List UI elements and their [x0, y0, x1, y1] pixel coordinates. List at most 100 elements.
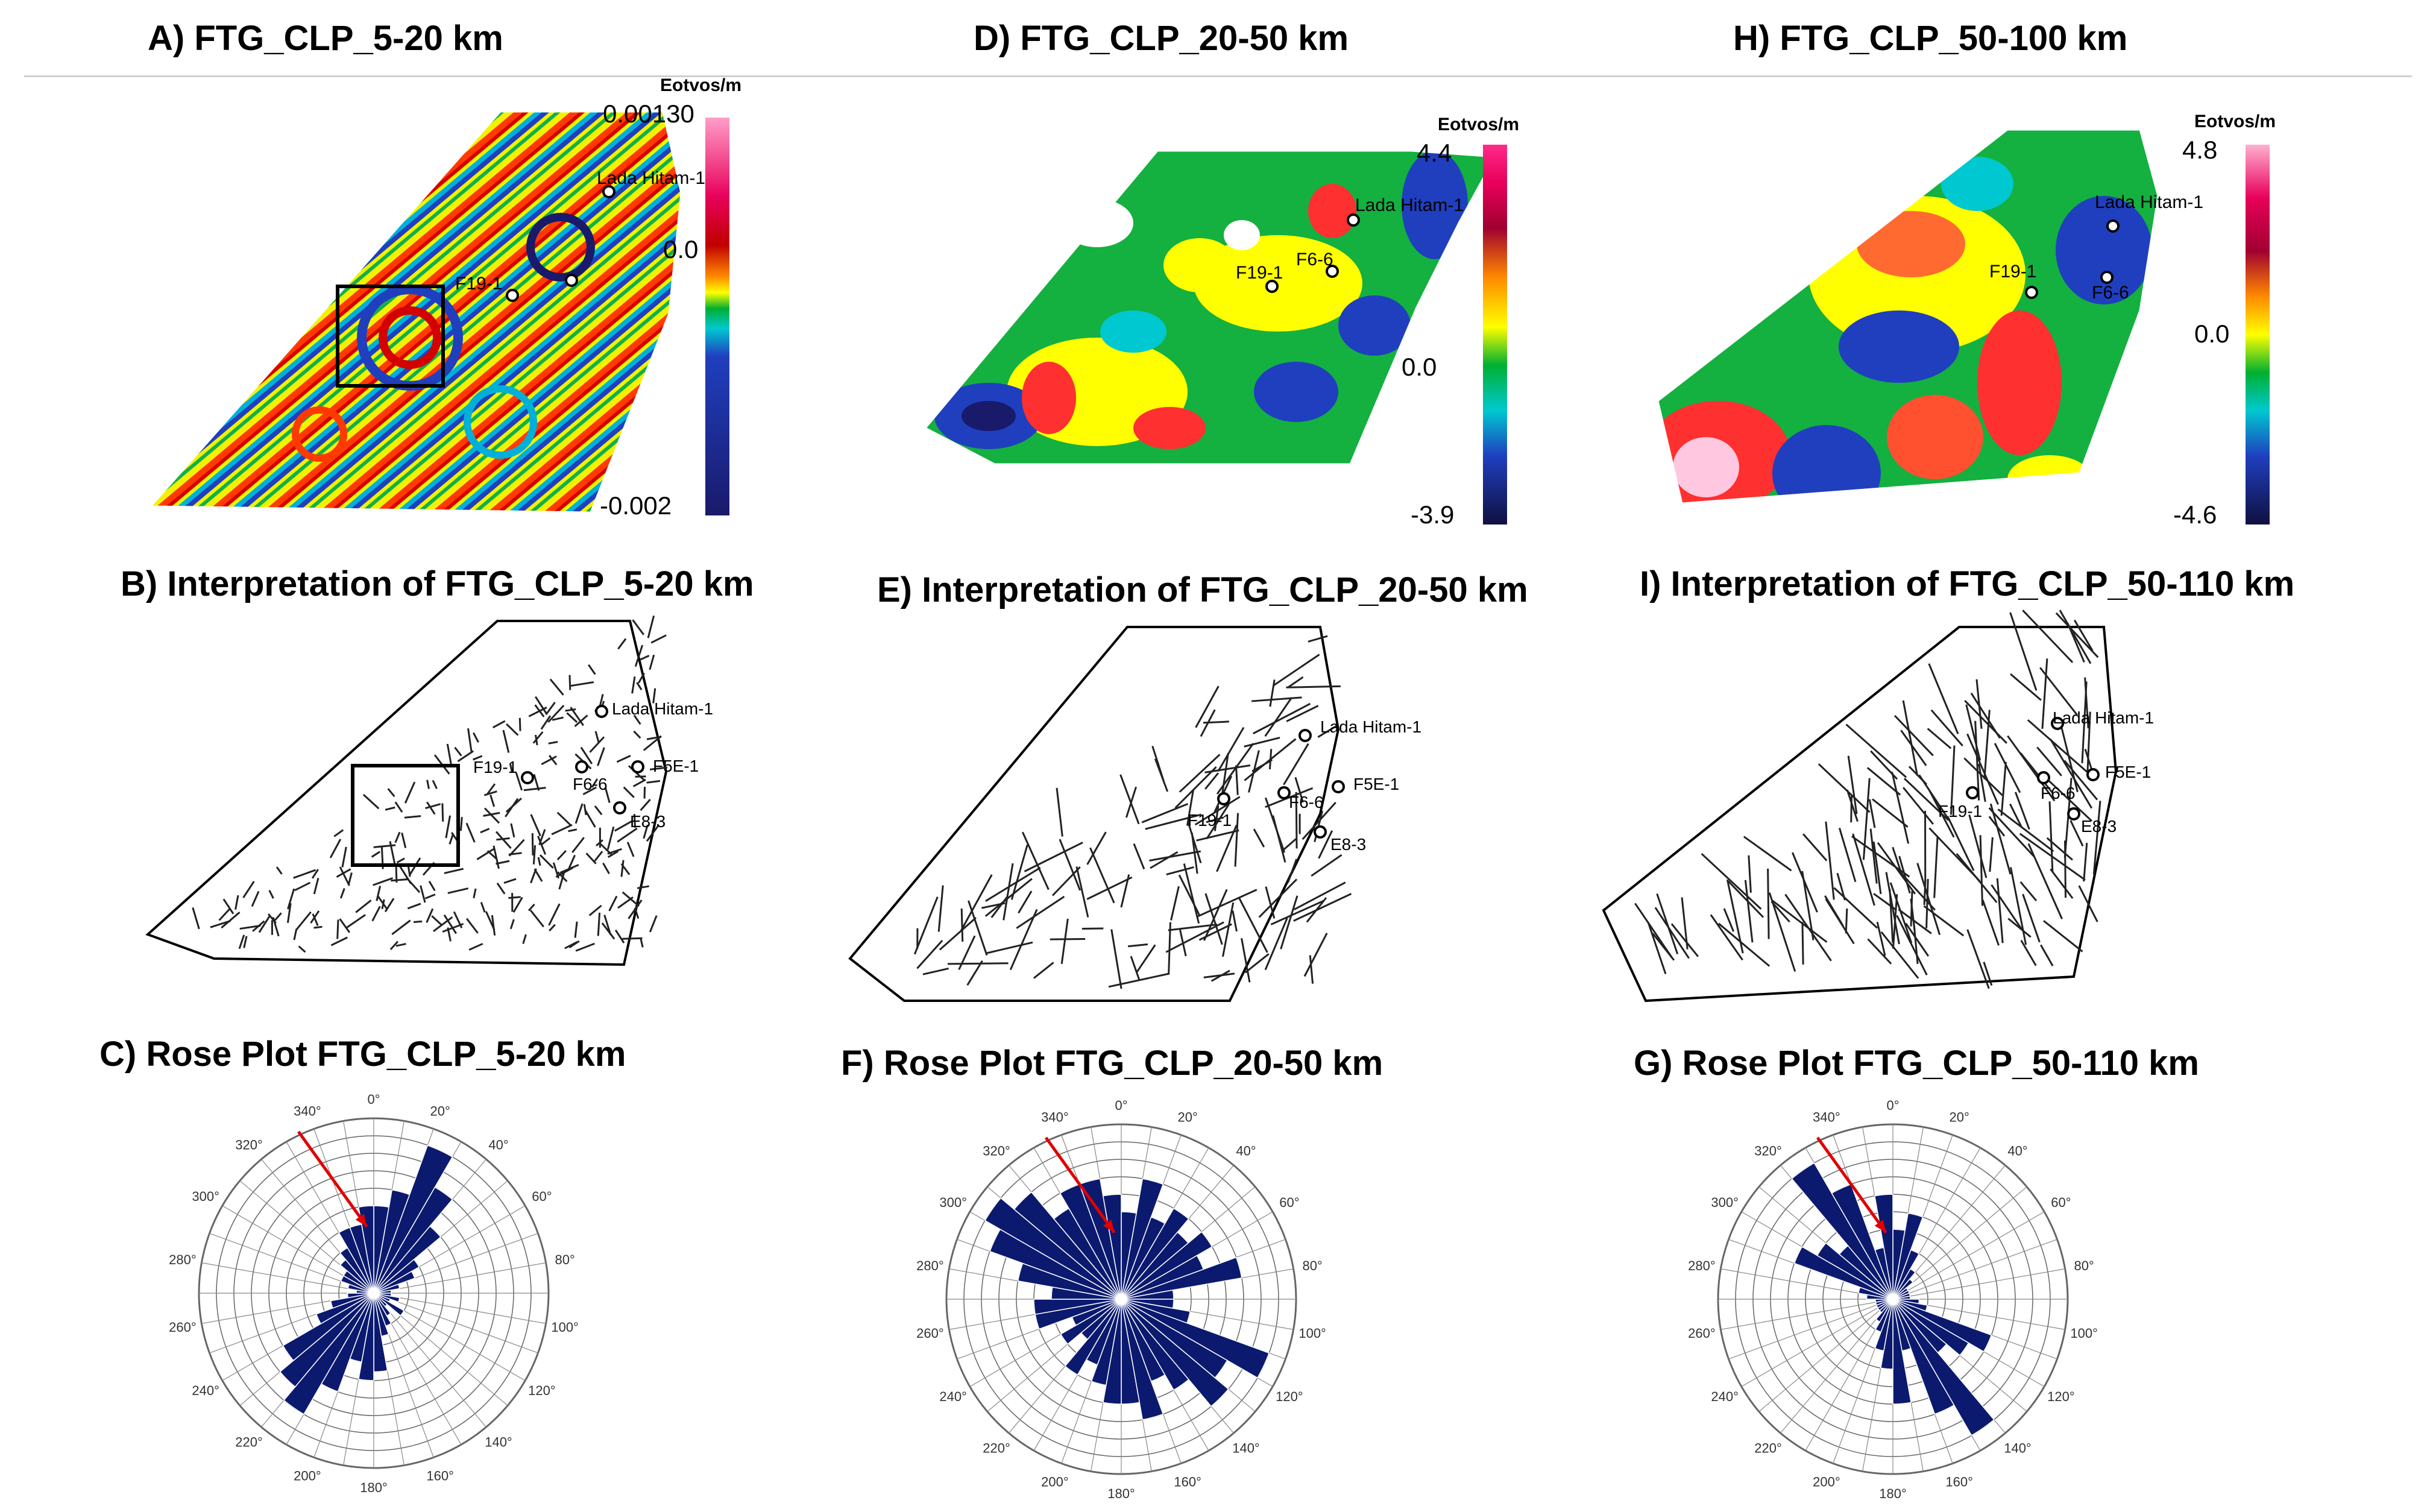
lineament	[432, 780, 438, 789]
angle-label: 300°	[192, 1189, 219, 1204]
lineament	[242, 881, 255, 898]
lineament	[643, 824, 649, 839]
lineament	[547, 705, 565, 723]
lineament	[1286, 705, 1319, 722]
angle-label: 100°	[1298, 1326, 1326, 1341]
lineament	[1852, 833, 1875, 906]
lineament	[373, 844, 396, 848]
rose-petal	[347, 1293, 374, 1299]
grid-spoke	[1892, 1239, 2057, 1300]
lineament	[395, 943, 406, 947]
angle-label: 240°	[192, 1383, 219, 1398]
lineament	[551, 824, 573, 836]
lineament	[394, 831, 401, 843]
lineament	[503, 878, 517, 884]
angle-label: 280°	[169, 1252, 197, 1267]
annotation-arrow	[1044, 1136, 1116, 1234]
svg-text:Lada Hitam-1: Lada Hitam-1	[2095, 192, 2203, 212]
lineament	[545, 702, 556, 716]
lineament	[537, 836, 547, 855]
lineament	[640, 655, 650, 661]
lineament	[330, 936, 348, 947]
lineament	[1910, 898, 1916, 931]
lineament	[1244, 953, 1270, 974]
lineament	[1170, 886, 1180, 921]
lineament	[646, 780, 661, 784]
grid-spoke	[201, 1262, 374, 1294]
lineament	[622, 891, 640, 907]
lineament	[493, 845, 500, 869]
lineament	[1016, 895, 1065, 929]
lineament	[570, 681, 594, 687]
lineament	[1178, 874, 1201, 916]
lineament	[1108, 972, 1169, 988]
lineament	[473, 732, 479, 743]
lineament	[1295, 792, 1298, 849]
svg-text:F19-1: F19-1	[473, 758, 517, 776]
lineament	[1880, 931, 1919, 979]
rose-petal	[282, 1293, 374, 1361]
lineament	[192, 907, 200, 930]
lineament	[633, 730, 641, 739]
lineament	[376, 886, 382, 901]
lineament	[1933, 837, 1939, 898]
lineament	[476, 848, 495, 860]
angle-label: 180°	[1107, 1486, 1135, 1501]
survey-outline	[145, 620, 668, 966]
lineament	[2063, 778, 2073, 858]
lineament	[650, 634, 667, 644]
lineament	[1925, 879, 1929, 928]
svg-text:F19-1: F19-1	[1188, 811, 1232, 830]
lineament	[1283, 743, 1309, 786]
lineament	[647, 615, 655, 638]
lineament	[391, 878, 409, 882]
lineament	[633, 814, 637, 828]
rose-petal	[1121, 1178, 1164, 1300]
lineament	[1168, 923, 1218, 931]
rose-petal	[373, 1293, 405, 1317]
annotation-arrowhead	[1874, 1220, 1886, 1233]
lineament	[454, 746, 462, 757]
lineament	[534, 868, 543, 882]
lineament	[596, 839, 603, 846]
lineament	[1966, 929, 1990, 989]
title-a: A) FTG_CLP_5-20 km	[148, 19, 503, 58]
lineament	[622, 937, 643, 940]
well-f6: F6-6	[573, 760, 608, 793]
lineament	[2050, 739, 2093, 809]
lineament	[1964, 699, 2007, 744]
lineament	[607, 850, 619, 858]
colorbar-d	[1483, 145, 1507, 524]
svg-text:F19-1: F19-1	[1938, 802, 1982, 821]
lineament	[1149, 850, 1201, 862]
lineament	[1868, 799, 1876, 828]
grid-spoke	[373, 1262, 546, 1294]
lineament	[295, 911, 312, 931]
lineament	[1251, 696, 1302, 702]
lineament	[1235, 765, 1239, 795]
rose-petal	[1793, 1246, 1893, 1300]
header-divider	[24, 75, 2412, 77]
lineament	[937, 885, 944, 932]
well-f6: F6-6	[2037, 771, 2076, 802]
title-c: C) Rose Plot FTG_CLP_5-20 km	[99, 1035, 626, 1074]
lineament	[489, 795, 496, 807]
svg-text:F5E-1: F5E-1	[1353, 775, 1399, 793]
lineament	[1003, 863, 1014, 921]
angle-label: 120°	[1276, 1389, 1303, 1404]
lineament	[449, 834, 454, 845]
svg-text:F19-1: F19-1	[1989, 262, 2036, 282]
interp-i: Lada Hitam-1 F19-1 F6-6 F5E-1 E8-3	[1602, 610, 2154, 1003]
lineament	[531, 833, 534, 855]
lineament	[597, 912, 601, 936]
rose-petal	[1892, 1299, 1955, 1415]
angle-label: 320°	[235, 1137, 263, 1152]
lineament	[465, 822, 476, 843]
lineament	[626, 842, 635, 857]
lineament	[649, 654, 655, 670]
lineament	[1200, 709, 1216, 737]
lineament	[251, 890, 260, 907]
lineament	[329, 839, 342, 858]
angle-label: 320°	[983, 1143, 1010, 1158]
title-b: B) Interpretation of FTG_CLP_5-20 km	[121, 564, 754, 603]
